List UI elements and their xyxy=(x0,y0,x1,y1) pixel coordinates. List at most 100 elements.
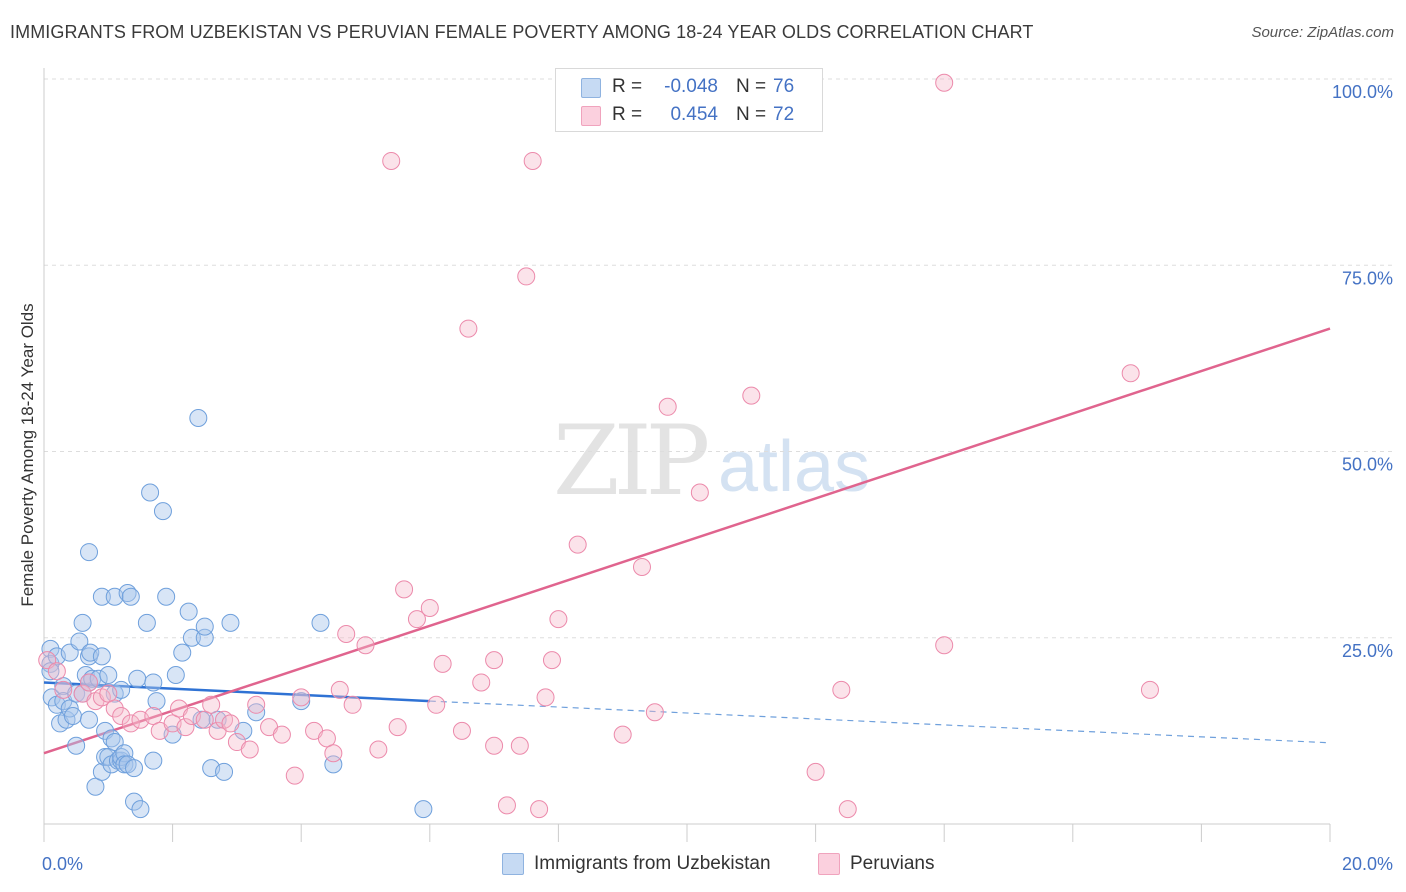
point-peruvians xyxy=(632,557,651,576)
point-uzbekistan xyxy=(99,666,118,684)
point-peruvians xyxy=(285,766,304,785)
y-axis-label: Female Poverty Among 18-24 Year Olds xyxy=(18,303,37,607)
point-uzbekistan xyxy=(189,408,208,427)
point-peruvians xyxy=(433,654,452,673)
trend-lines xyxy=(43,327,1331,755)
legend-n-value: 72 xyxy=(773,104,795,125)
point-peruvians xyxy=(542,651,561,670)
tick-labels: 25.0% 50.0% 75.0% 100.0% 0.0% 20.0% xyxy=(42,82,1393,874)
point-uzbekistan xyxy=(137,613,156,632)
point-uzbekistan xyxy=(179,602,198,621)
point-uzbekistan xyxy=(73,613,92,632)
point-uzbekistan xyxy=(153,502,172,521)
legend-r-value: -0.048 xyxy=(664,76,718,97)
watermark-zip: ZIP xyxy=(553,405,710,517)
bottom-legend-label-peruvians: Peruvians xyxy=(850,853,935,874)
y-tick-label: 25.0% xyxy=(1342,641,1393,661)
point-uzbekistan xyxy=(81,643,100,662)
point-peruvians xyxy=(742,386,761,405)
watermark-atlas: atlas xyxy=(718,427,871,507)
trend-line-peruvians xyxy=(43,327,1331,755)
point-uzbekistan xyxy=(414,800,433,819)
point-peruvians xyxy=(337,625,356,644)
point-peruvians xyxy=(1121,364,1140,383)
point-uzbekistan xyxy=(121,587,140,606)
point-peruvians xyxy=(658,397,677,416)
point-peruvians xyxy=(427,695,446,714)
point-uzbekistan xyxy=(147,692,166,711)
point-uzbekistan xyxy=(41,662,60,681)
point-peruvians xyxy=(497,796,516,815)
point-uzbekistan xyxy=(89,669,108,688)
point-uzbekistan xyxy=(41,639,60,658)
legend-row-peruvians: R = 0.454 N = 72 xyxy=(556,100,822,128)
correlation-legend: R = -0.048 N = 76 R = 0.454 N = 72 xyxy=(555,68,823,132)
point-peruvians xyxy=(806,762,825,781)
trend-line-uzbekistan-extension xyxy=(429,700,1331,744)
x-tick-label: 20.0% xyxy=(1342,854,1393,874)
point-peruvians xyxy=(324,744,343,763)
point-uzbekistan xyxy=(125,792,144,811)
legend-swatch-uzbekistan xyxy=(581,78,601,98)
legend-r-label: R = xyxy=(612,76,643,97)
point-peruvians xyxy=(472,673,491,692)
point-peruvians xyxy=(121,714,140,733)
point-peruvians xyxy=(395,580,414,599)
point-peruvians xyxy=(47,662,66,681)
data-points xyxy=(38,73,1159,819)
legend-row-uzbekistan: R = -0.048 N = 76 xyxy=(556,72,822,100)
point-peruvians xyxy=(112,706,131,725)
point-peruvians xyxy=(935,636,954,655)
point-peruvians xyxy=(459,319,478,338)
source-credit: Source: ZipAtlas.com xyxy=(1251,24,1394,41)
legend-n-value: 76 xyxy=(773,76,795,97)
point-peruvians xyxy=(292,688,311,707)
point-peruvians xyxy=(105,699,124,718)
point-uzbekistan xyxy=(70,632,89,651)
point-uzbekistan xyxy=(80,543,99,562)
legend-swatch-peruvians xyxy=(581,106,601,126)
point-uzbekistan xyxy=(125,759,144,778)
point-peruvians xyxy=(388,718,407,737)
point-peruvians xyxy=(838,800,857,819)
point-uzbekistan xyxy=(166,666,185,684)
point-uzbekistan xyxy=(67,736,86,755)
point-uzbekistan xyxy=(195,617,214,636)
point-peruvians xyxy=(613,725,632,744)
point-peruvians xyxy=(317,729,336,748)
legend-n-label: N = xyxy=(736,76,767,97)
point-peruvians xyxy=(832,680,851,699)
chart-title: IMMIGRANTS FROM UZBEKISTAN VS PERUVIAN F… xyxy=(10,22,1034,42)
point-uzbekistan xyxy=(215,762,234,781)
point-uzbekistan xyxy=(63,706,82,725)
point-peruvians xyxy=(568,535,587,554)
point-uzbekistan xyxy=(157,587,176,606)
point-peruvians xyxy=(382,151,401,170)
point-uzbekistan xyxy=(144,673,163,692)
point-peruvians xyxy=(645,703,664,722)
x-tick-label: 0.0% xyxy=(42,854,83,874)
point-uzbekistan xyxy=(131,800,150,819)
legend-n-label: N = xyxy=(736,104,767,125)
point-peruvians xyxy=(343,695,362,714)
point-peruvians xyxy=(54,680,73,699)
axes xyxy=(43,68,1331,842)
point-peruvians xyxy=(485,736,504,755)
point-peruvians xyxy=(935,73,954,92)
legend-r-value: 0.454 xyxy=(670,104,718,125)
point-peruvians xyxy=(240,740,259,759)
point-peruvians xyxy=(1140,680,1159,699)
point-peruvians xyxy=(195,710,214,729)
point-peruvians xyxy=(369,740,388,759)
point-uzbekistan xyxy=(247,703,266,722)
point-uzbekistan xyxy=(128,669,147,688)
point-peruvians xyxy=(144,706,163,725)
bottom-legend-swatch-uzbekistan xyxy=(502,853,524,875)
point-peruvians xyxy=(523,151,542,170)
point-peruvians xyxy=(530,800,549,819)
point-peruvians xyxy=(221,714,240,733)
grid-lines xyxy=(44,78,1395,639)
point-peruvians xyxy=(536,688,555,707)
point-peruvians xyxy=(202,695,221,714)
